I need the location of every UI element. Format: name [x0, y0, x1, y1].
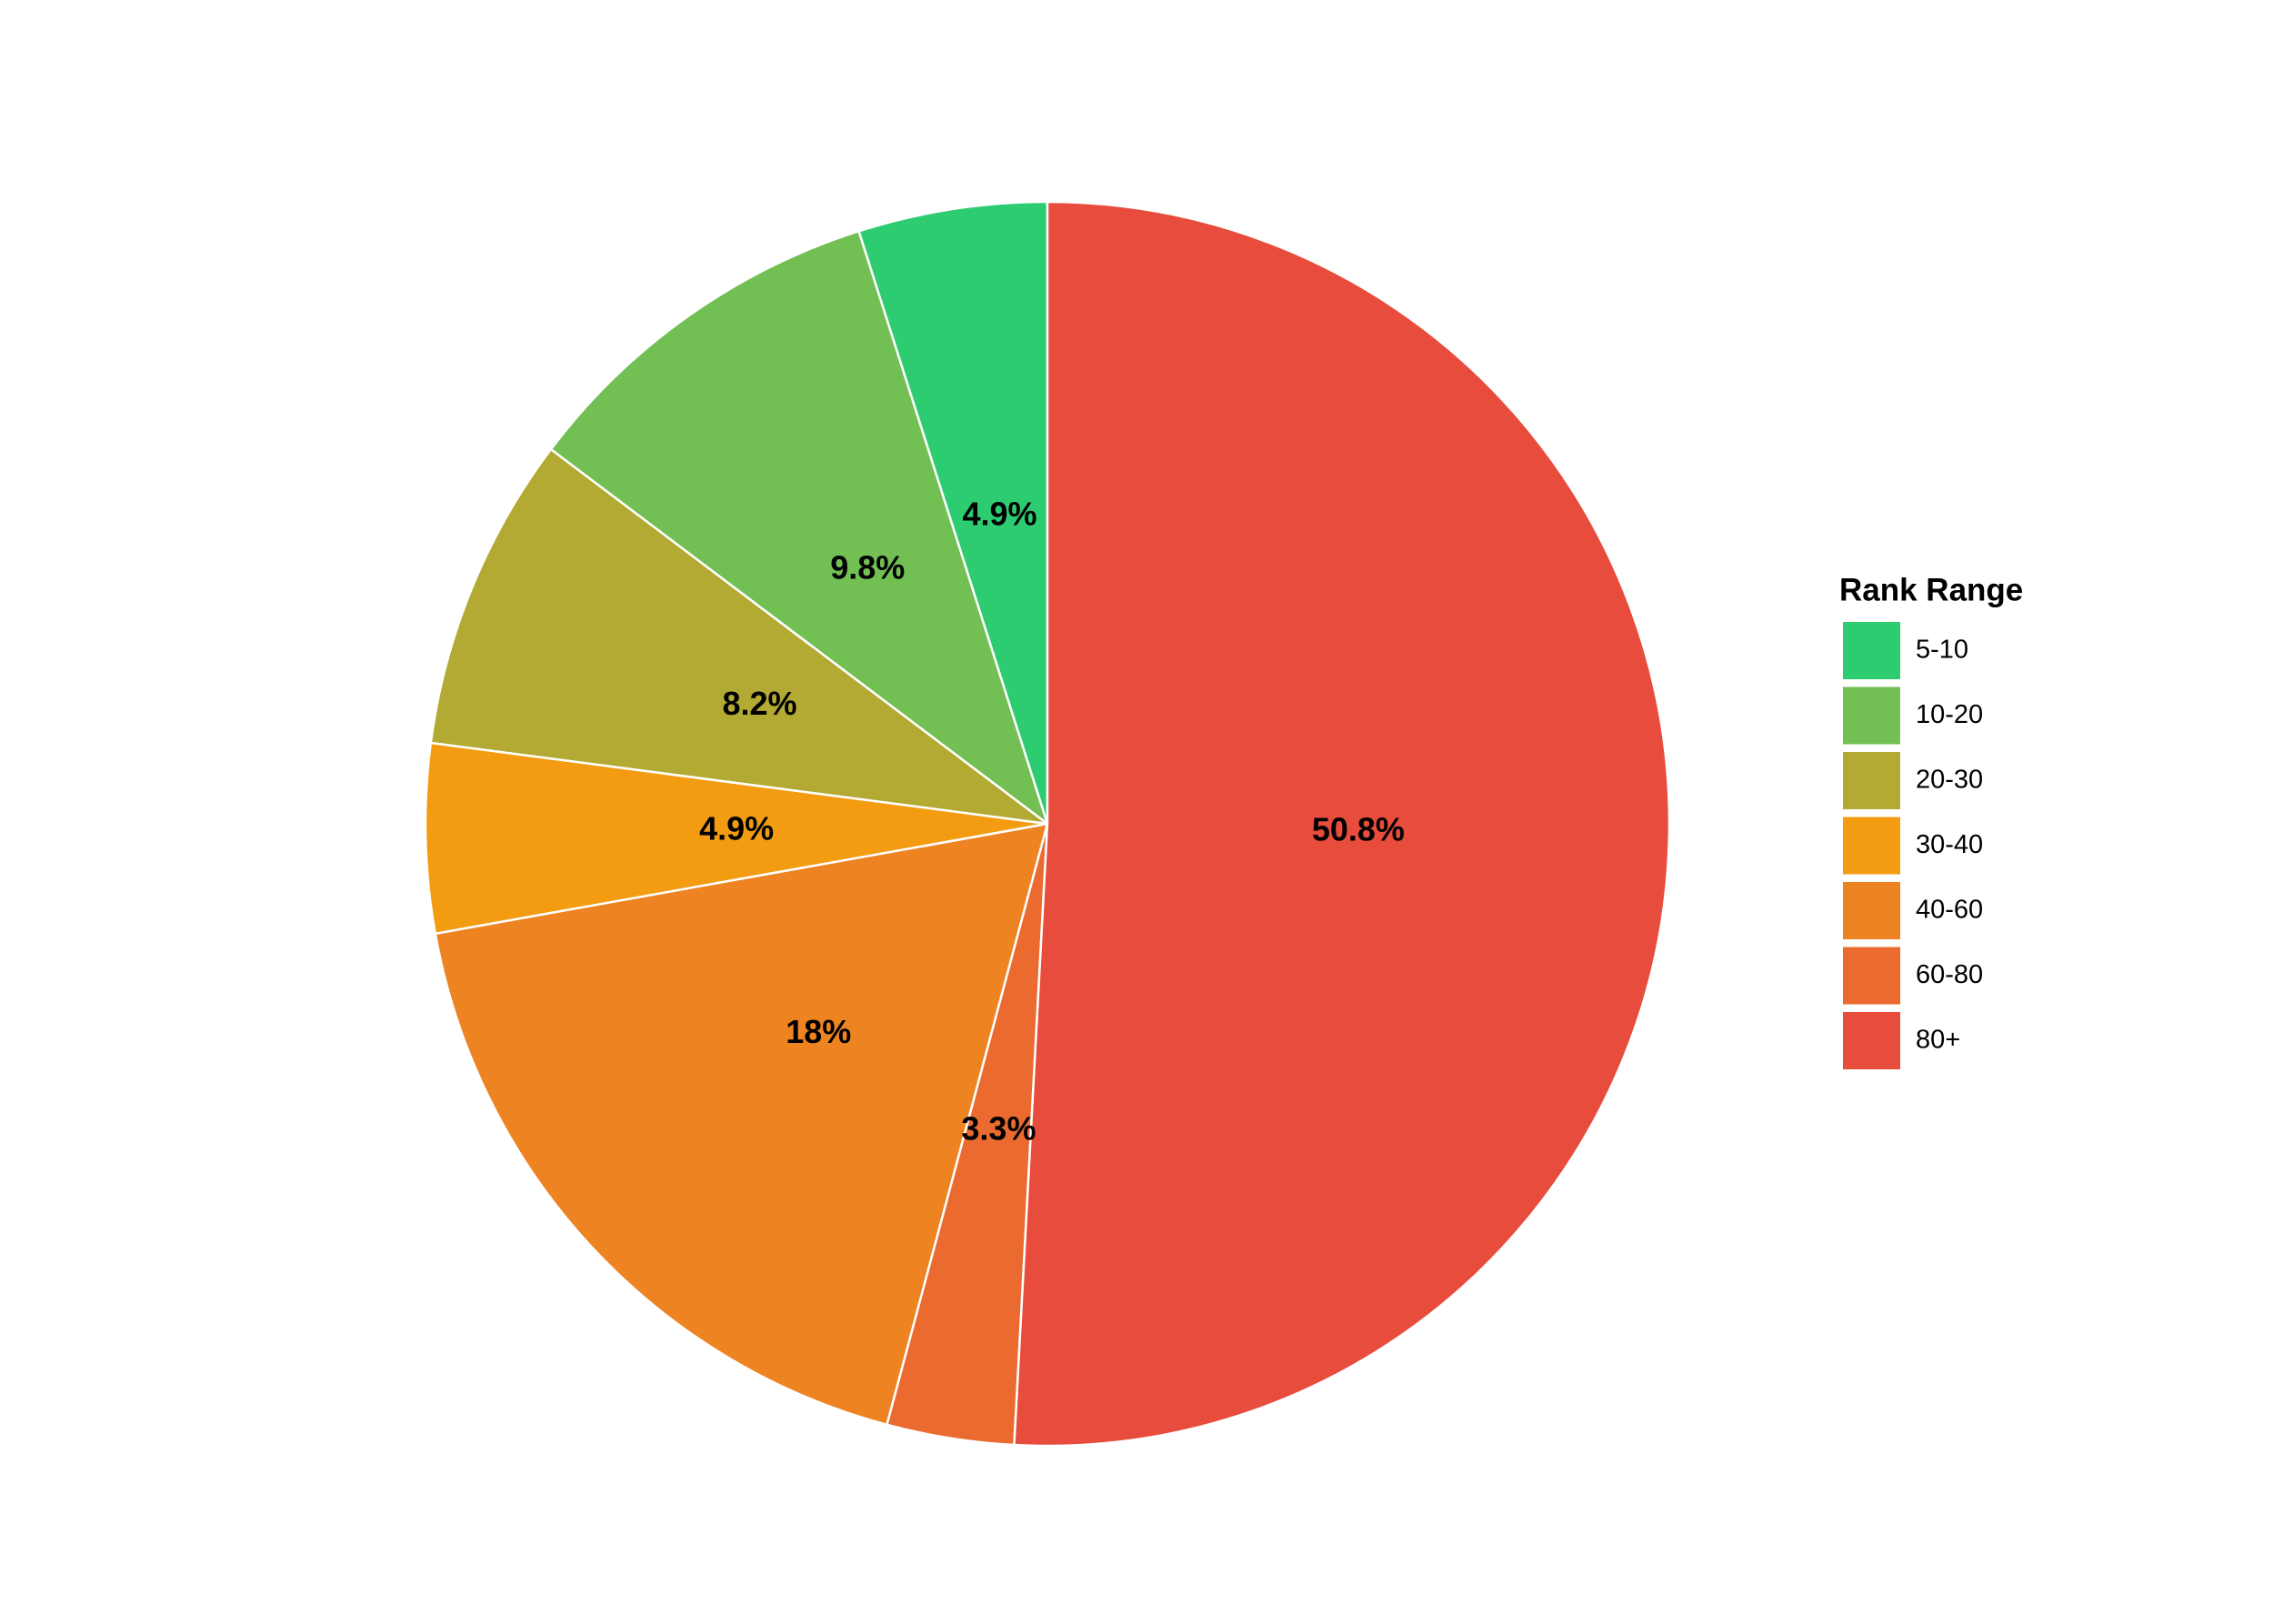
value-label: 4.9%	[699, 810, 774, 847]
legend-key	[1841, 1010, 1902, 1071]
legend-key	[1841, 815, 1902, 877]
value-label: 8.2%	[722, 685, 796, 722]
pie-slice	[434, 822, 1049, 1427]
legend-label: 30-40	[1916, 830, 1983, 859]
legend-label: 60-80	[1916, 960, 1983, 989]
value-label: 50.8%	[1312, 811, 1405, 848]
legend-key	[1841, 880, 1902, 941]
value-label: 18%	[786, 1013, 851, 1050]
legend-key	[1841, 620, 1902, 681]
value-label: 4.9%	[962, 496, 1036, 533]
legend-label: 40-60	[1916, 896, 1983, 925]
legend-label: 80+	[1916, 1026, 1960, 1055]
pie-slice	[549, 229, 1050, 827]
legend-key	[1841, 685, 1902, 747]
legend-title: Rank Range	[1839, 572, 2023, 607]
pie-slice	[429, 447, 1052, 826]
pie-slice	[856, 200, 1049, 825]
value-label: 9.8%	[830, 548, 905, 586]
legend-key	[1841, 750, 1902, 811]
legend-label: 5-10	[1916, 636, 1968, 665]
pie-slice	[424, 741, 1048, 936]
legend-key	[1841, 945, 1902, 1007]
value-label: 3.3%	[961, 1109, 1036, 1147]
legend-label: 10-20	[1916, 700, 1983, 729]
pie-slice	[1013, 200, 1671, 1448]
legend-label: 20-30	[1916, 766, 1983, 795]
